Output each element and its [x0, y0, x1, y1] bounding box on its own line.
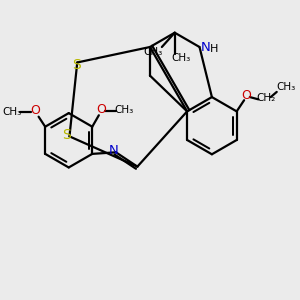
- Text: O: O: [97, 103, 106, 116]
- Text: CH₃: CH₃: [143, 47, 162, 57]
- Text: CH₂: CH₂: [256, 93, 275, 103]
- Text: CH₃: CH₃: [171, 53, 191, 64]
- Text: O: O: [242, 89, 251, 102]
- Text: CH₃: CH₃: [114, 105, 134, 115]
- Text: N: N: [109, 143, 118, 157]
- Text: H: H: [210, 44, 218, 54]
- Text: CH₃: CH₃: [2, 106, 22, 116]
- Text: N: N: [201, 40, 211, 53]
- Text: O: O: [30, 104, 40, 118]
- Text: S: S: [72, 58, 80, 72]
- Text: S: S: [62, 128, 70, 142]
- Text: CH₃: CH₃: [277, 82, 296, 92]
